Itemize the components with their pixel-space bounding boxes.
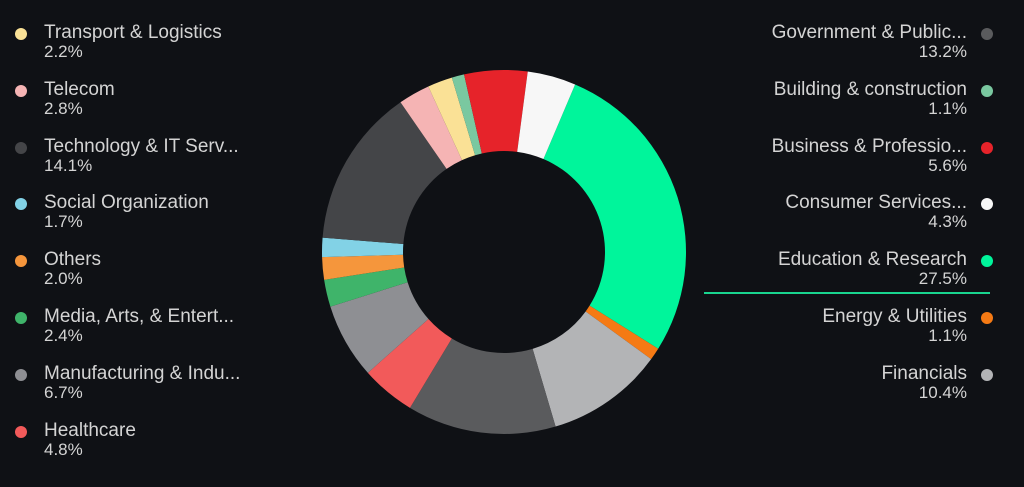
legend-value: 1.1% xyxy=(928,98,967,118)
legend-label: Energy & Utilities xyxy=(822,306,967,327)
slice-building-construction[interactable] xyxy=(451,74,482,156)
legend-value: 10.4% xyxy=(918,382,967,402)
legend-label: Social Organization xyxy=(44,192,209,214)
legend-item[interactable]: Education & Research 27.5% xyxy=(694,250,1024,294)
legend-color-dot xyxy=(15,425,27,438)
legend-color-dot xyxy=(15,312,27,324)
legend-item[interactable]: Building & construction 1.1% xyxy=(694,78,1024,124)
legend-item[interactable]: Social Organization 1.7% xyxy=(0,193,300,237)
slice-energy-utilities[interactable] xyxy=(585,305,659,360)
legend-color-dot xyxy=(15,84,27,97)
legend-label: Others xyxy=(44,249,102,271)
slice-technology-it-serv[interactable] xyxy=(322,102,447,245)
legend-label: Telecom xyxy=(44,78,115,100)
legend-value: 2.0% xyxy=(44,269,83,289)
legend-value: 5.6% xyxy=(928,155,967,175)
slice-government-public[interactable] xyxy=(409,338,556,434)
legend-item[interactable]: Government & Public... 13.2% xyxy=(694,23,1024,67)
legend-item[interactable]: Business & Professio... 5.6% xyxy=(694,135,1024,181)
legend-value: 27.5% xyxy=(918,269,967,289)
legend-label: Building & construction xyxy=(773,78,967,100)
slice-media-arts-entert[interactable] xyxy=(324,267,408,307)
legend-label: Transport & Logistics xyxy=(44,22,222,43)
legend-label: Business & Professio... xyxy=(771,135,967,157)
slice-social-organization[interactable] xyxy=(322,237,404,258)
legend-label: Technology & IT Serv... xyxy=(44,135,239,157)
legend-label: Media, Arts, & Entert... xyxy=(44,306,235,327)
slice-education-research[interactable] xyxy=(543,84,687,349)
legend-value: 2.2% xyxy=(44,42,83,61)
legend-value: 13.2% xyxy=(918,42,967,61)
legend-value: 1.1% xyxy=(928,326,967,345)
legend-value: 2.4% xyxy=(44,326,83,345)
legend-item[interactable]: Financials 10.4% xyxy=(694,362,1024,408)
legend-label: Education & Research xyxy=(777,249,967,271)
legend-color-dot xyxy=(981,255,993,268)
legend-value: 4.8% xyxy=(44,439,83,459)
legend-color-dot xyxy=(981,368,993,381)
slice-telecom[interactable] xyxy=(400,86,463,169)
legend-item[interactable]: Consumer Services... 4.3% xyxy=(694,193,1024,237)
slice-transport-logistics[interactable] xyxy=(428,77,476,161)
slice-healthcare[interactable] xyxy=(367,319,452,408)
legend-color-dot xyxy=(15,198,27,211)
slice-consumer-services[interactable] xyxy=(517,71,576,160)
legend-value: 14.1% xyxy=(44,155,93,175)
legend-value: 6.7% xyxy=(44,382,83,402)
slice-business-professio[interactable] xyxy=(464,70,528,154)
legend-label: Consumer Services... xyxy=(785,192,967,214)
legend-item[interactable]: Healthcare 4.8% xyxy=(0,419,300,465)
legend-value: 2.8% xyxy=(44,98,83,118)
legend-color-dot xyxy=(15,28,27,40)
legend-label: Healthcare xyxy=(44,419,136,441)
legend-value: 1.7% xyxy=(44,212,83,232)
legend-color-dot xyxy=(981,312,993,324)
highlight-underline xyxy=(704,292,990,294)
legend-color-dot xyxy=(981,28,993,40)
legend-color-dot xyxy=(981,84,993,97)
legend-color-dot xyxy=(981,141,993,154)
legend-color-dot xyxy=(15,368,27,381)
legend-item[interactable]: Energy & Utilities 1.1% xyxy=(694,307,1024,351)
legend-item[interactable]: Others 2.0% xyxy=(0,250,300,294)
slice-others[interactable] xyxy=(322,254,405,280)
legend-item[interactable]: Transport & Logistics 2.2% xyxy=(0,23,300,67)
legend-item[interactable]: Media, Arts, & Entert... 2.4% xyxy=(0,307,300,351)
legend-label: Manufacturing & Indu... xyxy=(44,362,241,384)
legend-item[interactable]: Technology & IT Serv... 14.1% xyxy=(0,135,300,181)
legend-color-dot xyxy=(981,198,993,211)
legend-item[interactable]: Telecom 2.8% xyxy=(0,78,300,124)
legend-value: 4.3% xyxy=(928,212,967,232)
legend-color-dot xyxy=(15,255,27,268)
legend-item[interactable]: Manufacturing & Indu... 6.7% xyxy=(0,362,300,408)
legend-label: Government & Public... xyxy=(771,22,967,43)
legend-color-dot xyxy=(15,141,27,154)
legend-label: Financials xyxy=(881,362,967,384)
slice-financials[interactable] xyxy=(532,311,652,427)
slice-manufacturing-indu[interactable] xyxy=(330,282,429,373)
